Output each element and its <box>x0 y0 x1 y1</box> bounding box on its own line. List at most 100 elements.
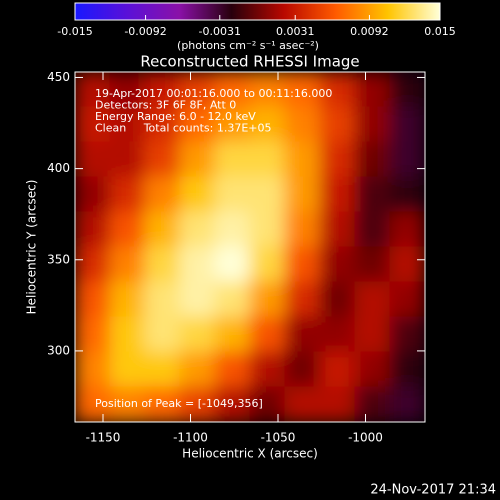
image-cell <box>144 211 181 248</box>
image-cell <box>144 72 181 108</box>
image-cell <box>354 141 391 178</box>
image-cell <box>75 281 111 318</box>
image-cell <box>354 176 391 213</box>
image-cell <box>284 211 321 248</box>
y-tick-label: 350 <box>47 252 70 266</box>
image-cell <box>144 281 181 318</box>
image-cell <box>354 316 391 353</box>
image-cell <box>144 351 181 388</box>
annotation: 19-Apr-2017 00:01:16.000 to 00:11:16.000 <box>95 87 332 100</box>
image-cell <box>179 316 216 353</box>
y-tick-label: 400 <box>47 161 70 175</box>
peak-label: Position of Peak = [-1049,356] <box>95 397 263 410</box>
colorbar-tick-label: 0.0092 <box>350 25 389 38</box>
image-cell <box>389 106 425 143</box>
image-cell <box>284 176 321 213</box>
image-cell <box>284 72 321 108</box>
image-cell <box>389 246 425 283</box>
image-cell <box>214 106 251 143</box>
image-cell <box>75 351 111 388</box>
image-cell <box>109 316 146 353</box>
y-tick-label: 450 <box>47 70 70 84</box>
image-cell <box>354 246 391 283</box>
y-tick-label: 300 <box>47 343 70 357</box>
chart-title: Reconstructed RHESSI Image <box>140 53 359 71</box>
image-cell <box>179 246 216 283</box>
y-axis-label: Heliocentric Y (arcsec) <box>25 180 39 315</box>
colorbar-tick-label: -0.0092 <box>124 25 166 38</box>
image-cell <box>109 211 146 248</box>
x-tick-label: -1050 <box>261 431 296 445</box>
image-cell <box>319 211 356 248</box>
image-cell <box>144 106 181 143</box>
image-cell <box>214 281 251 318</box>
image-cell <box>249 211 286 248</box>
image-cell <box>144 246 181 283</box>
image-cell <box>319 141 356 178</box>
image-cell <box>214 176 251 213</box>
image-cell <box>249 176 286 213</box>
image-cell <box>249 386 286 422</box>
image-cell <box>214 72 251 108</box>
image-cell <box>319 246 356 283</box>
image-cell <box>75 211 111 248</box>
image-cell <box>75 316 111 353</box>
image-cell <box>179 106 216 143</box>
image-cell <box>389 351 425 388</box>
image-cell <box>109 351 146 388</box>
image-cell <box>214 316 251 353</box>
image-cell <box>354 106 391 143</box>
image-cell <box>389 72 425 108</box>
image-cell <box>319 386 356 422</box>
colorbar <box>74 2 441 21</box>
x-tick-label: -1000 <box>348 431 383 445</box>
image-cell <box>109 72 146 108</box>
image-cell <box>249 316 286 353</box>
image-cell <box>319 351 356 388</box>
image-cell <box>109 176 146 213</box>
image-cell <box>389 281 425 318</box>
image-cell <box>249 351 286 388</box>
image-cell <box>319 106 356 143</box>
image-cell <box>249 72 286 108</box>
image-cell <box>179 386 216 422</box>
plot-frame <box>74 71 426 423</box>
image-cell <box>319 316 356 353</box>
image-cell <box>249 246 286 283</box>
image-cell <box>144 176 181 213</box>
colorbar-tick-label: -0.015 <box>57 25 92 38</box>
image-cell <box>179 72 216 108</box>
image-cell <box>389 211 425 248</box>
image-cell <box>319 281 356 318</box>
image-cell <box>284 316 321 353</box>
image-cell <box>389 141 425 178</box>
image-cell <box>284 281 321 318</box>
colorbar-label: (photons cm⁻² s⁻¹ asec⁻²) <box>177 39 319 52</box>
image-cell <box>249 281 286 318</box>
image-cell <box>75 386 111 422</box>
image-cell <box>144 141 181 178</box>
image-cell <box>389 176 425 213</box>
image-cell <box>109 281 146 318</box>
image-cell <box>214 141 251 178</box>
image-cell <box>214 386 251 422</box>
image-cell <box>284 141 321 178</box>
image-cell <box>179 141 216 178</box>
image-cell <box>109 386 146 422</box>
image-cell <box>389 386 425 422</box>
image-cell <box>354 351 391 388</box>
image-cell <box>179 281 216 318</box>
image-cell <box>179 211 216 248</box>
image-cell <box>284 246 321 283</box>
image-cell <box>144 386 181 422</box>
image-cell <box>354 211 391 248</box>
image-area <box>75 72 425 422</box>
colorbar-tick-label: -0.0031 <box>199 25 241 38</box>
image-cell <box>109 246 146 283</box>
image <box>75 72 425 422</box>
annotation: Energy Range: 6.0 - 12.0 keV <box>95 110 256 123</box>
image-cell <box>284 106 321 143</box>
timestamp: 24-Nov-2017 21:34 <box>370 483 496 498</box>
annotation: Detectors: 3F 6F 8F, Att 0 <box>95 99 236 112</box>
